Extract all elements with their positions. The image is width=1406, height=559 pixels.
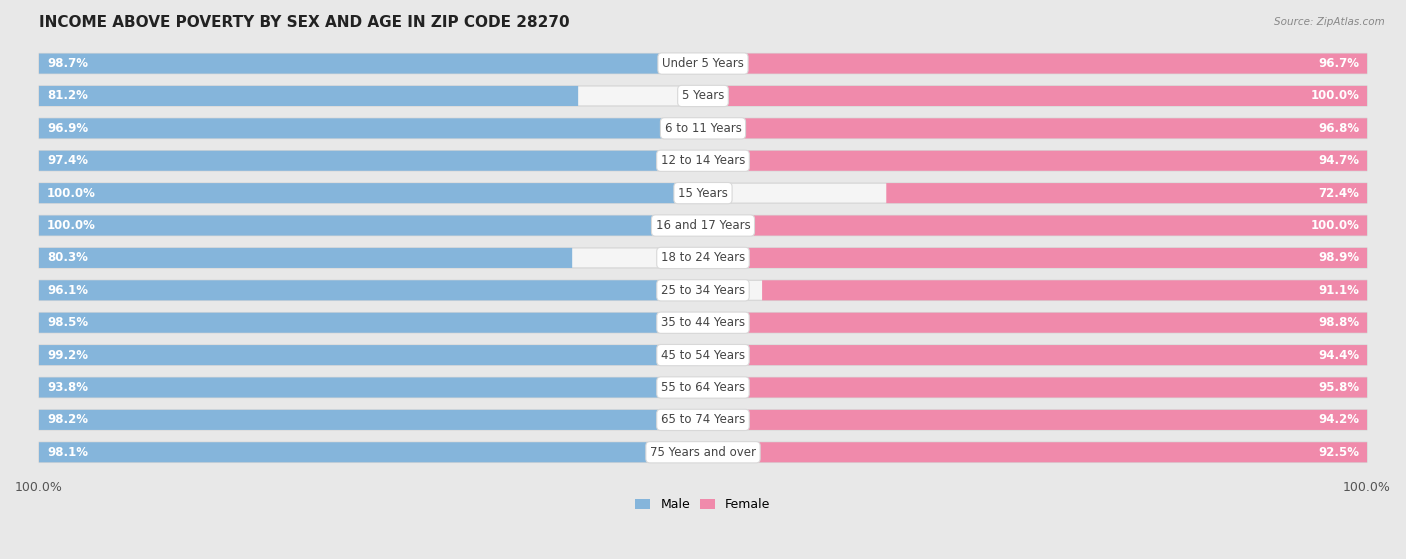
Text: 93.8%: 93.8% [46, 381, 89, 394]
Text: 12 to 14 Years: 12 to 14 Years [661, 154, 745, 167]
Text: 98.1%: 98.1% [46, 446, 89, 459]
Text: 96.1%: 96.1% [46, 284, 89, 297]
FancyBboxPatch shape [39, 312, 693, 333]
FancyBboxPatch shape [39, 119, 1367, 139]
FancyBboxPatch shape [39, 345, 697, 365]
Text: 96.7%: 96.7% [1317, 57, 1360, 70]
Text: 96.9%: 96.9% [46, 122, 89, 135]
Text: 94.2%: 94.2% [1317, 414, 1360, 427]
Text: Source: ZipAtlas.com: Source: ZipAtlas.com [1274, 17, 1385, 27]
FancyBboxPatch shape [738, 151, 1367, 171]
FancyBboxPatch shape [39, 280, 678, 300]
Text: 98.2%: 98.2% [46, 414, 89, 427]
FancyBboxPatch shape [752, 442, 1367, 462]
FancyBboxPatch shape [740, 345, 1367, 365]
Text: Under 5 Years: Under 5 Years [662, 57, 744, 70]
Text: INCOME ABOVE POVERTY BY SEX AND AGE IN ZIP CODE 28270: INCOME ABOVE POVERTY BY SEX AND AGE IN Z… [39, 15, 569, 30]
FancyBboxPatch shape [762, 280, 1367, 300]
FancyBboxPatch shape [39, 377, 1367, 397]
FancyBboxPatch shape [39, 312, 1367, 333]
FancyBboxPatch shape [39, 183, 1367, 203]
Text: 65 to 74 Years: 65 to 74 Years [661, 414, 745, 427]
Text: 96.8%: 96.8% [1317, 122, 1360, 135]
Text: 25 to 34 Years: 25 to 34 Years [661, 284, 745, 297]
Text: 92.5%: 92.5% [1317, 446, 1360, 459]
FancyBboxPatch shape [724, 119, 1367, 139]
FancyBboxPatch shape [39, 248, 572, 268]
FancyBboxPatch shape [39, 215, 1367, 235]
Text: 100.0%: 100.0% [46, 219, 96, 232]
Text: 15 Years: 15 Years [678, 187, 728, 200]
FancyBboxPatch shape [39, 119, 682, 139]
FancyBboxPatch shape [39, 151, 686, 171]
Text: 35 to 44 Years: 35 to 44 Years [661, 316, 745, 329]
Text: 94.4%: 94.4% [1317, 349, 1360, 362]
Text: 72.4%: 72.4% [1319, 187, 1360, 200]
FancyBboxPatch shape [710, 248, 1367, 268]
FancyBboxPatch shape [39, 86, 578, 106]
FancyBboxPatch shape [703, 215, 1367, 235]
FancyBboxPatch shape [741, 410, 1367, 430]
Text: 55 to 64 Years: 55 to 64 Years [661, 381, 745, 394]
Text: 99.2%: 99.2% [46, 349, 89, 362]
Text: 98.5%: 98.5% [46, 316, 89, 329]
FancyBboxPatch shape [703, 86, 1367, 106]
Text: 95.8%: 95.8% [1317, 381, 1360, 394]
FancyBboxPatch shape [39, 410, 1367, 430]
FancyBboxPatch shape [39, 280, 1367, 300]
Text: 5 Years: 5 Years [682, 89, 724, 102]
Text: 16 and 17 Years: 16 and 17 Years [655, 219, 751, 232]
FancyBboxPatch shape [39, 345, 1367, 365]
Text: 100.0%: 100.0% [1310, 89, 1360, 102]
FancyBboxPatch shape [39, 377, 662, 397]
FancyBboxPatch shape [39, 151, 1367, 171]
FancyBboxPatch shape [725, 54, 1367, 74]
Text: 81.2%: 81.2% [46, 89, 87, 102]
FancyBboxPatch shape [39, 54, 695, 74]
Text: 100.0%: 100.0% [46, 187, 96, 200]
FancyBboxPatch shape [731, 377, 1367, 397]
FancyBboxPatch shape [39, 442, 690, 462]
Text: 91.1%: 91.1% [1319, 284, 1360, 297]
Text: 98.8%: 98.8% [1317, 316, 1360, 329]
Text: 97.4%: 97.4% [46, 154, 89, 167]
FancyBboxPatch shape [39, 410, 690, 430]
FancyBboxPatch shape [39, 86, 1367, 106]
Text: 94.7%: 94.7% [1317, 154, 1360, 167]
FancyBboxPatch shape [39, 215, 703, 235]
Text: 80.3%: 80.3% [46, 252, 87, 264]
Text: 45 to 54 Years: 45 to 54 Years [661, 349, 745, 362]
Text: 98.7%: 98.7% [46, 57, 89, 70]
FancyBboxPatch shape [886, 183, 1367, 203]
FancyBboxPatch shape [39, 442, 1367, 462]
FancyBboxPatch shape [39, 183, 703, 203]
FancyBboxPatch shape [39, 54, 1367, 74]
Text: 6 to 11 Years: 6 to 11 Years [665, 122, 741, 135]
Text: 98.9%: 98.9% [1317, 252, 1360, 264]
FancyBboxPatch shape [711, 312, 1367, 333]
FancyBboxPatch shape [39, 248, 1367, 268]
Text: 75 Years and over: 75 Years and over [650, 446, 756, 459]
Legend: Male, Female: Male, Female [630, 494, 776, 517]
Text: 100.0%: 100.0% [1310, 219, 1360, 232]
Text: 18 to 24 Years: 18 to 24 Years [661, 252, 745, 264]
